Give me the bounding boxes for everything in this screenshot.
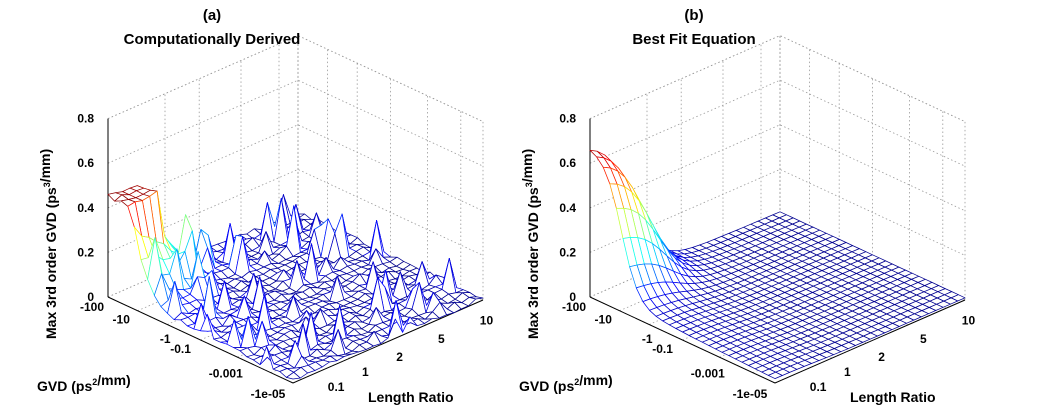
y-tick-label: 5	[438, 332, 445, 346]
z-tick-label: 0	[87, 290, 94, 304]
y-axis-label: Length Ratio	[368, 389, 454, 405]
x-axis-label: GVD (ps2/mm)	[37, 372, 131, 394]
z-axis-label: Max 3rd order GVD (ps3/mm)	[519, 149, 541, 339]
chart-title: Best Fit Equation	[632, 31, 755, 48]
x-tick-label: -100	[80, 300, 104, 314]
x-tick-label: -1e-05	[733, 387, 768, 401]
x-tick-label: -0.001	[209, 367, 243, 381]
y-tick-label: 0.1	[810, 380, 827, 394]
axes	[107, 118, 484, 384]
z-tick-label: 0.6	[77, 156, 94, 170]
z-axis-label: Max 3rd order GVD (ps3/mm)	[37, 149, 59, 339]
x-axis-label: GVD (ps2/mm)	[519, 372, 613, 394]
axes	[589, 118, 966, 384]
x-tick-label: -1	[160, 332, 171, 346]
panel-label: (a)	[203, 7, 221, 24]
y-axis-label: Length Ratio	[850, 389, 936, 405]
x-tick-label: -0.001	[691, 367, 725, 381]
x-tick-label: -0.1	[652, 342, 673, 356]
x-tick-label: -10	[595, 313, 613, 327]
tick-labels: 0 0.2 0.4 0.6 0.8 -100 -10 -1-0.1 -0.001 -1e-05 0.…	[77, 112, 493, 401]
x-tick-label: -10	[113, 313, 131, 327]
z-tick-label: 0.8	[559, 112, 576, 126]
surface-cell	[768, 371, 783, 379]
tick-labels: 0 0.2 0.4 0.6 0.8 -100 -10 -1-0.1 -0.001 -1e-05 0.…	[559, 112, 975, 401]
x-tick-label: -100	[562, 300, 586, 314]
x-tick-label: -1e-05	[251, 387, 286, 401]
x-tick-label: -0.1	[170, 342, 191, 356]
y-tick-label: 10	[962, 314, 976, 328]
z-tick-label: 0.2	[559, 245, 576, 259]
y-tick-label: 5	[920, 332, 927, 346]
y-tick-label: 2	[396, 350, 403, 364]
y-tick-label: 1	[362, 365, 369, 379]
x-tick-label: -1	[642, 332, 653, 346]
y-axis-line	[774, 299, 966, 384]
surface-cell	[286, 371, 301, 380]
panel-a: 0 0.2 0.4 0.6 0.8 -100 -10 -1-0.1 -0.001 -1e-05 0.…	[37, 7, 493, 405]
z-tick-label: 0.2	[77, 245, 94, 259]
z-tick-label: 0.4	[559, 201, 576, 215]
surface-mesh	[589, 149, 966, 379]
y-tick-label: 10	[480, 314, 494, 328]
panel-label: (b)	[684, 7, 703, 24]
x-axis-line	[589, 296, 776, 384]
z-tick-label: 0.4	[77, 201, 94, 215]
y-axis-line	[292, 299, 484, 384]
z-tick-label: 0	[569, 290, 576, 304]
x-axis-line	[107, 296, 294, 384]
y-tick-label: 2	[878, 350, 885, 364]
y-tick-label: 0.1	[328, 380, 345, 394]
surface-mesh	[107, 185, 484, 380]
z-tick-label: 0.6	[559, 156, 576, 170]
panel-b: 0 0.2 0.4 0.6 0.8 -100 -10 -1-0.1 -0.001 -1e-05 0.…	[519, 7, 975, 405]
y-tick-label: 1	[844, 365, 851, 379]
z-tick-label: 0.8	[77, 112, 94, 126]
chart-title: Computationally Derived	[124, 31, 301, 48]
